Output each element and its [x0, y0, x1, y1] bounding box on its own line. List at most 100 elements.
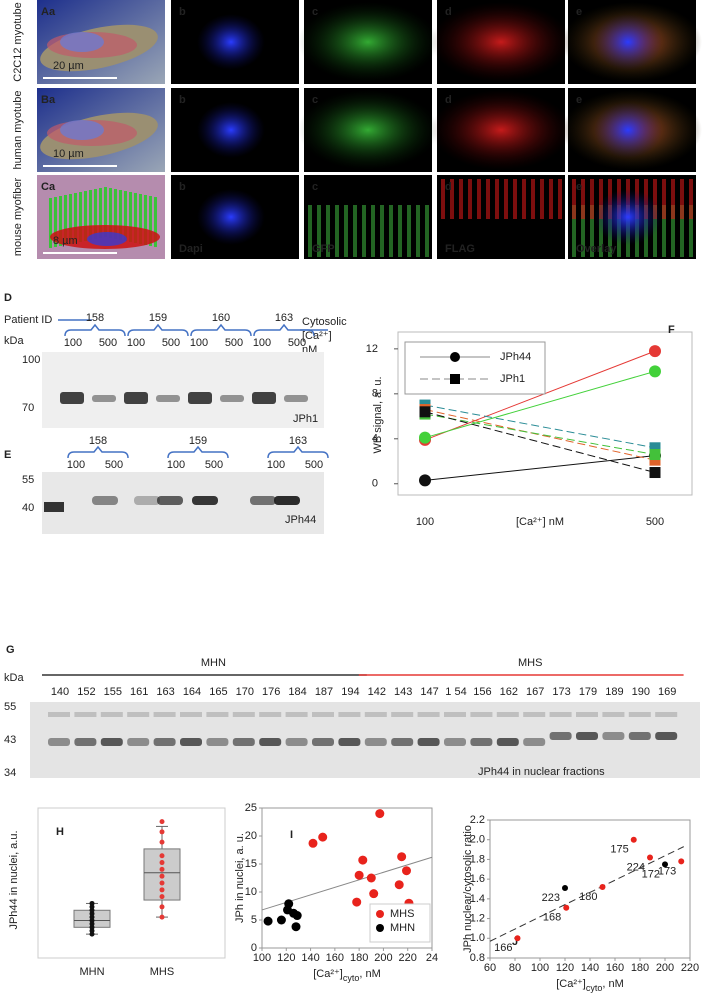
striation: [540, 179, 544, 219]
lane-label: 500: [288, 337, 306, 349]
point-label: 173: [658, 865, 676, 877]
blot-band: [523, 738, 546, 746]
sample-id: 165: [209, 686, 227, 698]
panel-letter: d: [445, 181, 452, 193]
blot-band: [259, 738, 282, 746]
x-tick-label: MHS: [150, 966, 174, 978]
blot-band: [628, 712, 651, 717]
blot-band: [364, 738, 387, 746]
x-tick-label: 120: [556, 962, 574, 974]
blot-band: [285, 712, 308, 717]
data-point: [159, 853, 165, 859]
striation: [371, 205, 375, 257]
stain-label: Overlay: [576, 243, 617, 255]
x-tick-label: 140: [581, 962, 599, 974]
blot-protein: JPh44 in nuclear fractions: [478, 766, 605, 778]
series-line: [424, 455, 656, 481]
blot-band: [312, 738, 334, 746]
blot-band: [60, 392, 84, 404]
striation: [599, 179, 603, 219]
striation: [662, 205, 666, 257]
panel-letter: H: [56, 826, 64, 838]
lane-label: 100: [67, 459, 85, 471]
micrograph-signal: [562, 2, 702, 82]
y-axis-label: JPh in nuclei, a. u.: [234, 833, 246, 923]
stain-label: GFP: [312, 243, 335, 255]
x-tick-label: 24: [426, 952, 438, 964]
kda-label: kDa: [4, 672, 24, 684]
data-point: [159, 894, 165, 900]
x-axis-label: [Ca²⁺]cyto, nM: [556, 978, 624, 993]
data-point: [630, 836, 637, 843]
striation: [344, 205, 348, 257]
striation: [477, 179, 481, 219]
blot-band: [153, 712, 176, 717]
render-fiber: [119, 190, 122, 240]
lane-label: 100: [253, 337, 271, 349]
render-fiber: [109, 188, 112, 238]
data-point: [89, 900, 95, 906]
x-tick-label: 500: [646, 516, 664, 528]
striation: [459, 179, 463, 219]
panel-letter: D: [4, 292, 12, 304]
striation: [362, 205, 366, 257]
micrograph-signal: [298, 90, 438, 170]
sample-id: 140: [51, 686, 69, 698]
striation: [513, 179, 517, 219]
data-point: [276, 915, 286, 925]
blot-protein: JPh1: [293, 413, 318, 425]
group-label: MHS: [518, 657, 542, 669]
blot-band: [391, 738, 414, 746]
striation: [486, 179, 490, 219]
data-point: [397, 852, 407, 862]
data-point: [662, 861, 668, 868]
blot-band: [470, 712, 493, 717]
patient-label: Patient ID: [4, 314, 52, 326]
micrograph-signal: [197, 102, 265, 158]
blot-band: [44, 502, 64, 512]
sample-id: 169: [658, 686, 676, 698]
panel-letter: d: [445, 6, 452, 18]
render-fiber: [144, 195, 147, 245]
blot-band: [153, 738, 176, 746]
render-fiber: [99, 188, 102, 238]
panel-letter: e: [576, 181, 582, 193]
nucleus: [594, 14, 662, 70]
blot-band: [285, 738, 308, 746]
data-point: [159, 887, 165, 893]
x-tick-label: 100: [253, 952, 271, 964]
sample-id: 179: [579, 686, 597, 698]
blot-band: [655, 712, 678, 717]
point-label: 180: [579, 891, 597, 903]
data-point: [352, 897, 362, 907]
blot-band: [338, 712, 361, 717]
data-point: [292, 911, 302, 921]
y-tick-label: 4: [372, 433, 378, 445]
striation: [495, 179, 499, 219]
striation: [590, 179, 594, 219]
x-tick-label: 200: [656, 962, 674, 974]
nucleus: [594, 189, 662, 245]
point-label: 224: [627, 861, 645, 873]
blot-band: [92, 496, 118, 505]
cytoplasm: [431, 90, 571, 170]
legend-marker: [376, 924, 384, 932]
micrograph-signal: [441, 179, 562, 219]
sample-id: 167: [526, 686, 544, 698]
blot-band: [549, 732, 572, 740]
render-stain: [60, 32, 104, 52]
blot-band: [100, 712, 123, 717]
y-tick-label: 0: [372, 478, 378, 490]
blot-band: [523, 712, 546, 717]
cytoplasm: [298, 90, 438, 170]
point-label: 166: [494, 942, 512, 954]
data-point: [649, 345, 661, 358]
point-label: 175: [610, 844, 628, 856]
nucleus: [594, 102, 662, 158]
blot-band: [470, 738, 493, 746]
micrograph-signal: [562, 90, 702, 170]
render-stain: [87, 232, 127, 246]
bracket: [190, 323, 252, 337]
render-fiber: [69, 194, 72, 244]
render-fiber: [84, 191, 87, 241]
